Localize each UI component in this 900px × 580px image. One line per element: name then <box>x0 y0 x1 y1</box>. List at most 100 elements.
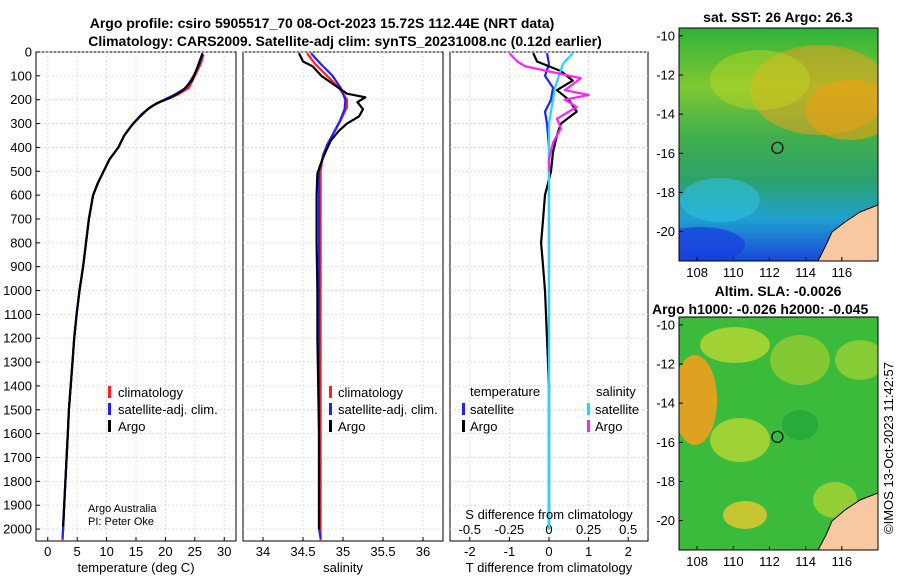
s-tick-label: 0.5 <box>619 522 637 537</box>
y-tick-label: 1400 <box>3 378 32 393</box>
sla-map-subtitle: Argo h1000: -0.026 h2000: -0.045 <box>652 301 869 317</box>
legend-t-satellite-label: satellite <box>470 402 514 417</box>
x-tick-label: 1 <box>585 544 592 559</box>
map-x-tick-label: 110 <box>723 554 744 569</box>
x-tick-label: 34.5 <box>290 544 315 559</box>
sla-float-marker <box>771 430 784 443</box>
map-x-tick-label: 112 <box>759 554 780 569</box>
imos-credit: ©IMOS 13-Oct-2023 11:42:57 <box>881 362 896 534</box>
difference-xlabel: T difference from climatology <box>466 560 633 575</box>
map-y-tick-label: -10 <box>656 28 675 43</box>
x-tick-label: 25 <box>188 544 202 559</box>
sst-map-image <box>679 28 878 261</box>
x-tick-label: 10 <box>99 544 113 559</box>
y-tick-label: 600 <box>10 188 32 203</box>
legend-salinity-title: salinity <box>596 384 636 399</box>
x-tick-label: 2 <box>625 544 632 559</box>
x-tick-label: -2 <box>464 544 476 559</box>
series-line-argo <box>62 52 204 527</box>
legend-temperature-title: temperature <box>470 384 540 399</box>
x-tick-label: 0 <box>44 544 51 559</box>
sla-map-title: Altim. SLA: -0.0026 <box>715 283 842 299</box>
map-y-tick-label: -16 <box>656 146 675 161</box>
map-y-tick-label: -12 <box>656 356 675 371</box>
legend-satellite-swatch <box>329 403 332 415</box>
map-x-tick-label: 116 <box>831 554 852 569</box>
temperature-panel: 0100200300400500600700800900100011001200… <box>3 45 237 575</box>
legend-s-argo-label: Argo <box>595 419 622 434</box>
map-x-tick-label: 116 <box>831 265 852 280</box>
difference-legend: temperature salinity satellite Argo sate… <box>462 384 639 434</box>
sla-map-frame <box>678 316 879 551</box>
y-tick-label: 1200 <box>3 331 32 346</box>
y-tick-label: 1600 <box>3 426 32 441</box>
temperature-legend: climatology satellite-adj. clim. Argo <box>108 385 218 434</box>
y-tick-label: 500 <box>10 164 32 179</box>
sst-float-marker <box>771 141 784 154</box>
temperature-xlabel: temperature (deg C) <box>77 560 194 575</box>
sst-map-frame <box>678 27 879 262</box>
sla-map-panel: Altim. SLA: -0.0026 Argo h1000: -0.026 h… <box>652 283 879 569</box>
map-x-tick-label: 108 <box>686 554 708 569</box>
difference-s-xlabel: S difference from climatology <box>465 507 633 522</box>
s-tick-label: -0.25 <box>495 522 525 537</box>
annotation-pi: PI: Peter Oke <box>88 516 154 528</box>
y-tick-label: 400 <box>10 140 32 155</box>
y-tick-label: 300 <box>10 116 32 131</box>
legend-satellite-swatch <box>108 403 111 415</box>
map-y-tick-label: -10 <box>656 317 675 332</box>
y-tick-label: 1800 <box>3 474 32 489</box>
y-tick-label: 0 <box>25 45 32 60</box>
difference-panel: -2 -1 0 1 2 -0.5 -0.25 0 0.25 0.5 T difference f… <box>449 51 649 575</box>
map-y-tick-label: -12 <box>656 67 675 82</box>
series-line-argo <box>298 52 367 530</box>
y-tick-label: 1000 <box>3 283 32 298</box>
x-tick-label: 5 <box>74 544 81 559</box>
x-tick-label: 34 <box>256 544 270 559</box>
y-tick-label: 2000 <box>3 522 32 537</box>
main-title: Argo profile: csiro 5905517_70 08-Oct-20… <box>90 15 555 31</box>
salinity-panel: 34 34.5 35 35.5 36 salinity climatology sate… <box>242 51 444 575</box>
sst-coastline <box>817 204 878 261</box>
legend-s-satellite-swatch <box>587 403 590 415</box>
map-y-tick-label: -20 <box>656 513 675 528</box>
annotation-argo-australia: Argo Australia <box>88 503 157 515</box>
x-tick-label: 36 <box>416 544 430 559</box>
x-tick-label: 0 <box>545 544 552 559</box>
y-tick-label: 1900 <box>3 498 32 513</box>
sla-map-image <box>679 317 878 550</box>
map-y-tick-label: -16 <box>656 435 675 450</box>
x-tick-label: 30 <box>217 544 231 559</box>
legend-s-argo-swatch <box>587 420 590 432</box>
legend-t-argo-label: Argo <box>470 419 497 434</box>
series-line-s-argo <box>508 52 590 172</box>
y-tick-label: 1300 <box>3 355 32 370</box>
salinity-legend: climatology satellite-adj. clim. Argo <box>329 385 438 434</box>
map-y-tick-label: -18 <box>656 474 675 489</box>
map-x-tick-label: 112 <box>759 265 780 280</box>
sla-coastline <box>817 492 878 550</box>
legend-satellite-label: satellite-adj. clim. <box>338 402 438 417</box>
sst-map-title: sat. SST: 26 Argo: 26.3 <box>703 9 853 25</box>
legend-climatology-label: climatology <box>338 385 404 400</box>
s-tick-label: 0.25 <box>576 522 601 537</box>
legend-argo-swatch <box>108 420 111 432</box>
main-subtitle: Climatology: CARS2009. Satellite-adj cli… <box>88 33 602 49</box>
s-tick-label: 0 <box>545 522 552 537</box>
y-tick-label: 100 <box>10 68 32 83</box>
map-y-tick-label: -20 <box>656 224 675 239</box>
y-tick-label: 700 <box>10 211 32 226</box>
s-tick-label: -0.5 <box>459 522 481 537</box>
legend-climatology-swatch <box>108 386 111 398</box>
legend-argo-label: Argo <box>338 419 365 434</box>
legend-s-satellite-label: satellite <box>595 402 639 417</box>
legend-argo-swatch <box>329 420 332 432</box>
legend-satellite-label: satellite-adj. clim. <box>118 402 218 417</box>
map-x-tick-label: 114 <box>795 554 816 569</box>
legend-argo-label: Argo <box>118 419 145 434</box>
legend-climatology-label: climatology <box>118 385 184 400</box>
x-tick-label: 15 <box>129 544 143 559</box>
map-y-tick-label: -18 <box>656 185 675 200</box>
legend-t-argo-swatch <box>462 420 465 432</box>
